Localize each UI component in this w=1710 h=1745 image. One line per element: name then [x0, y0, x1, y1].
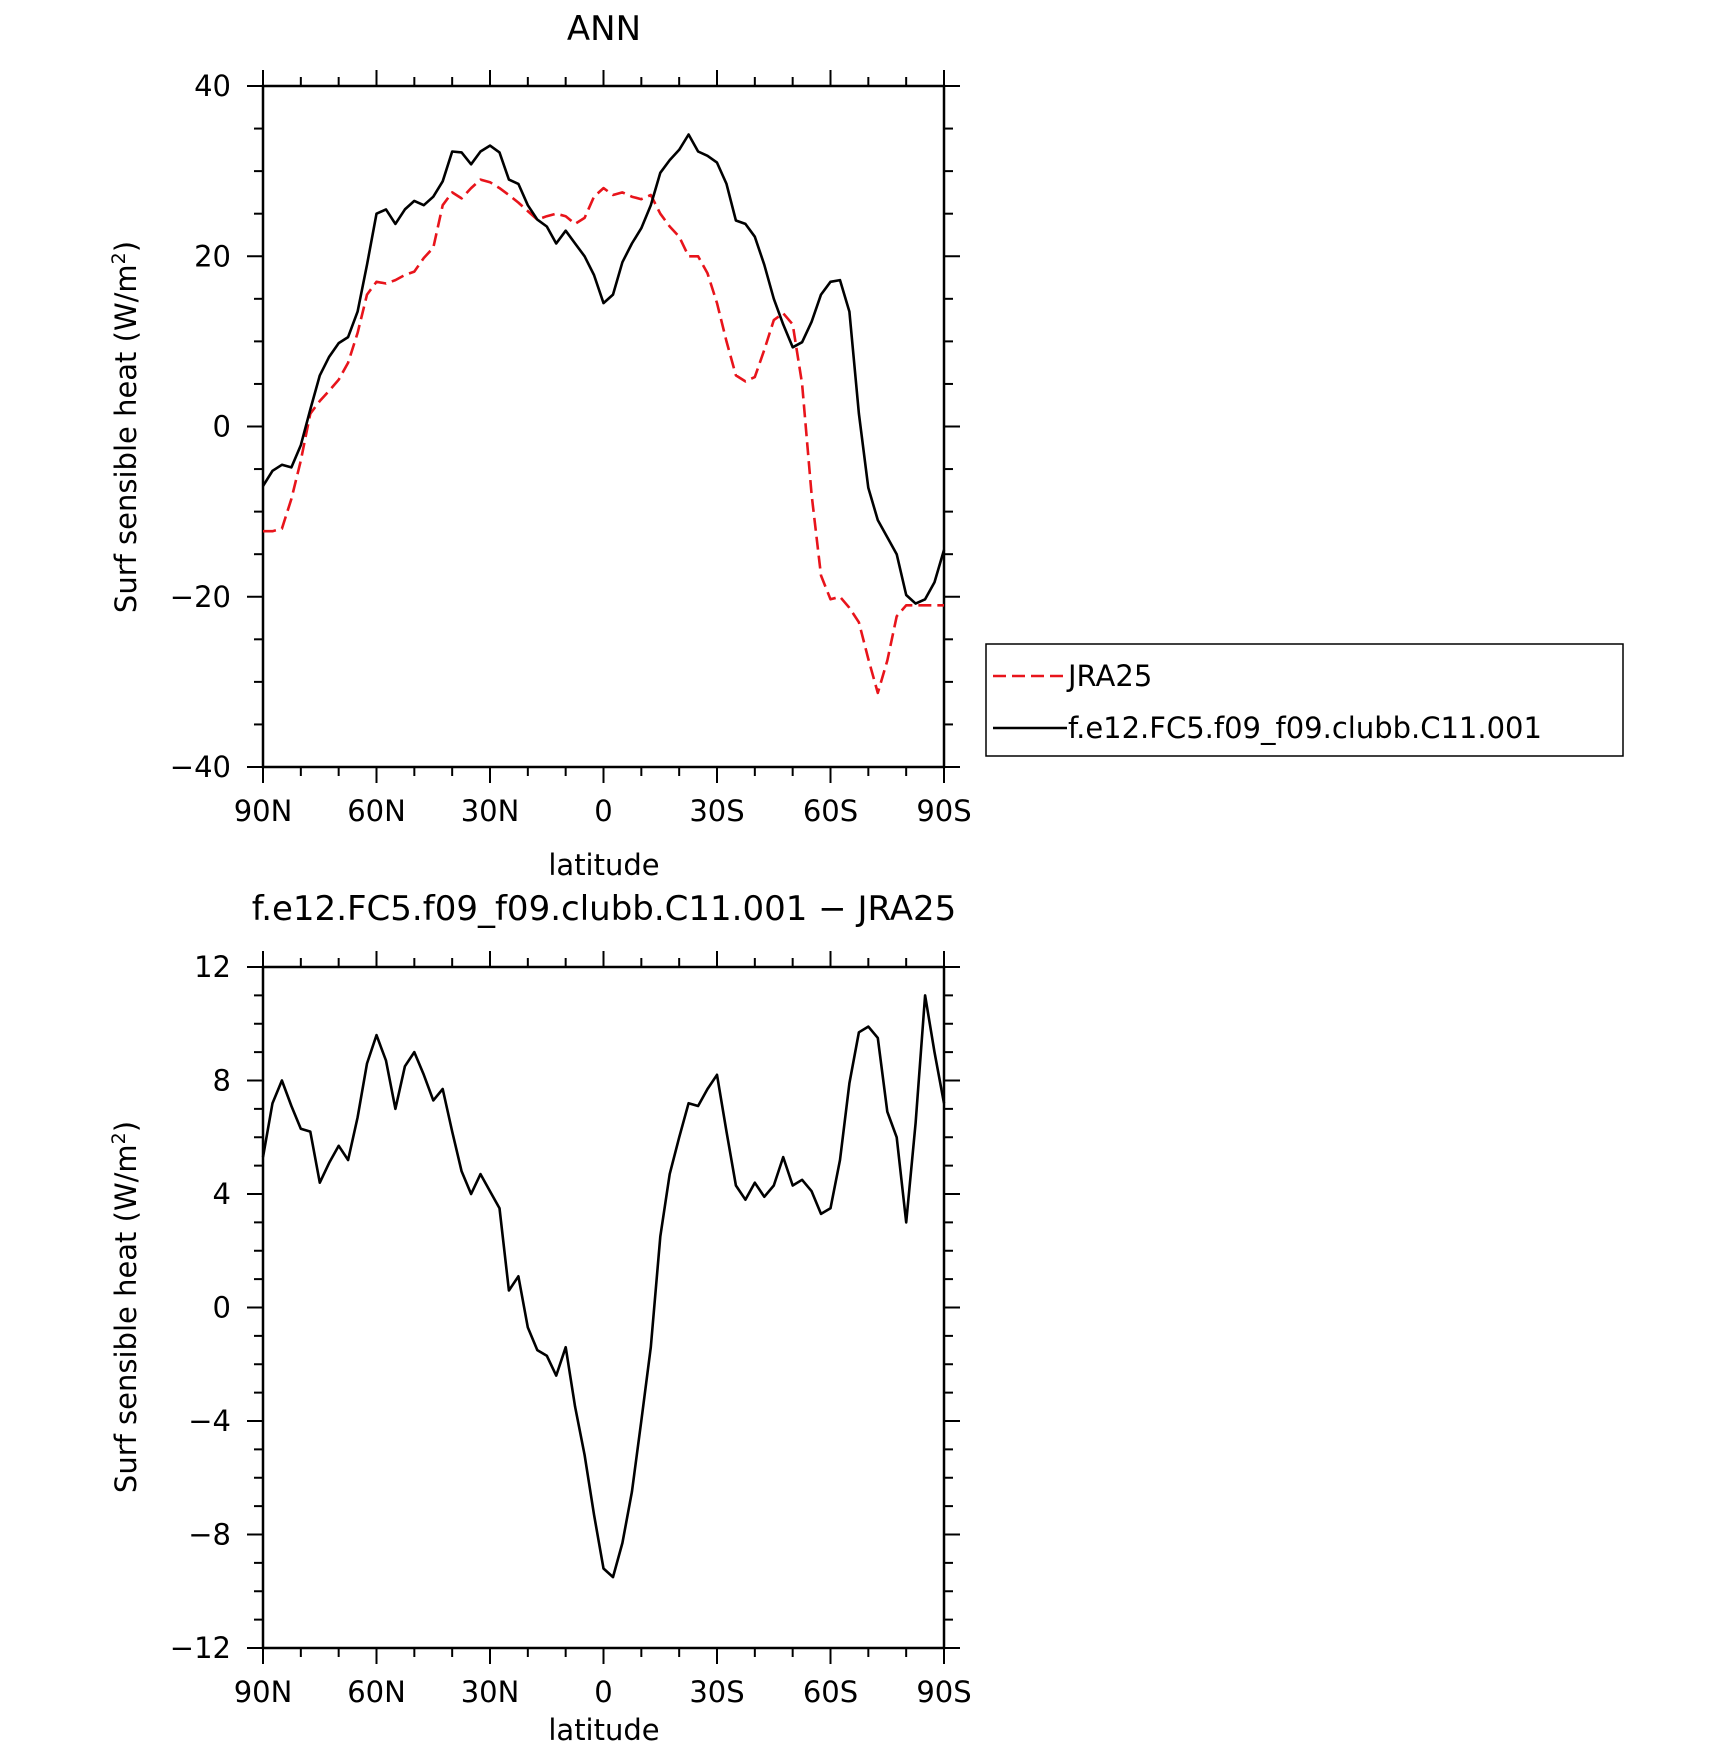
top-chart-title: ANN [567, 9, 641, 49]
bottom-y-axis-label-sup: 2 [108, 1132, 130, 1144]
series-line-0 [263, 178, 944, 695]
x-tick-label: 0 [594, 1675, 612, 1709]
x-tick-label: 60S [803, 1675, 858, 1709]
y-tick-label: −4 [188, 1404, 231, 1438]
legend-frame [985, 643, 1624, 757]
x-tick-label: 60S [803, 794, 858, 828]
y-tick-label: −20 [170, 580, 231, 614]
bottom-y-axis-label-main: Surf sensible heat (W/m [109, 1144, 143, 1493]
x-tick-label: 90S [916, 1675, 971, 1709]
y-tick-label: 4 [213, 1177, 231, 1211]
series-line-0 [261, 994, 946, 1579]
y-tick-label: 0 [213, 410, 231, 444]
x-tick-label: 30S [689, 794, 744, 828]
series-line-1 [261, 133, 946, 605]
top-y-axis-label: Surf sensible heat (W/m2) [108, 241, 143, 613]
legend-label-jra25: JRA25 [1066, 659, 1152, 693]
bottom-chart-title: f.e12.FC5.f09_f09.clubb.C11.001 − JRA25 [252, 889, 957, 929]
x-tick-label: 60N [347, 1675, 406, 1709]
x-tick-label: 90S [916, 794, 971, 828]
y-tick-label: −12 [170, 1631, 231, 1665]
top-series-lines [261, 133, 946, 695]
y-tick-label: 8 [213, 1064, 231, 1098]
bottom-x-axis-label: latitude [548, 1713, 659, 1745]
top-y-axis-label-sup: 2 [108, 252, 130, 264]
x-tick-label: 30N [461, 1675, 520, 1709]
y-tick-label: 20 [194, 239, 231, 273]
bottom-y-axis-label: Surf sensible heat (W/m2) [108, 1121, 143, 1493]
legend-label-model: f.e12.FC5.f09_f09.clubb.C11.001 [1068, 711, 1542, 745]
x-tick-label: 90N [234, 794, 293, 828]
y-tick-label: −40 [170, 750, 231, 784]
top-y-axis-label-close: ) [109, 241, 143, 252]
legend: JRA25 f.e12.FC5.f09_f09.clubb.C11.001 [985, 643, 1624, 757]
x-tick-label: 90N [234, 1675, 293, 1709]
y-tick-label: 40 [194, 69, 231, 103]
bottom-y-axis-label-close: ) [109, 1121, 143, 1132]
top-y-axis-label-main: Surf sensible heat (W/m [109, 264, 143, 613]
bottom-panel: f.e12.FC5.f09_f09.clubb.C11.001 − JRA25 … [108, 889, 972, 1745]
y-tick-label: 12 [194, 950, 231, 984]
top-x-axis-label: latitude [548, 848, 659, 882]
y-tick-label: 0 [213, 1291, 231, 1325]
bottom-series-lines [261, 994, 946, 1579]
x-tick-label: 0 [594, 794, 612, 828]
x-tick-label: 30S [689, 1675, 744, 1709]
x-tick-label: 30N [461, 794, 520, 828]
y-tick-label: −8 [188, 1518, 231, 1552]
x-tick-label: 60N [347, 794, 406, 828]
